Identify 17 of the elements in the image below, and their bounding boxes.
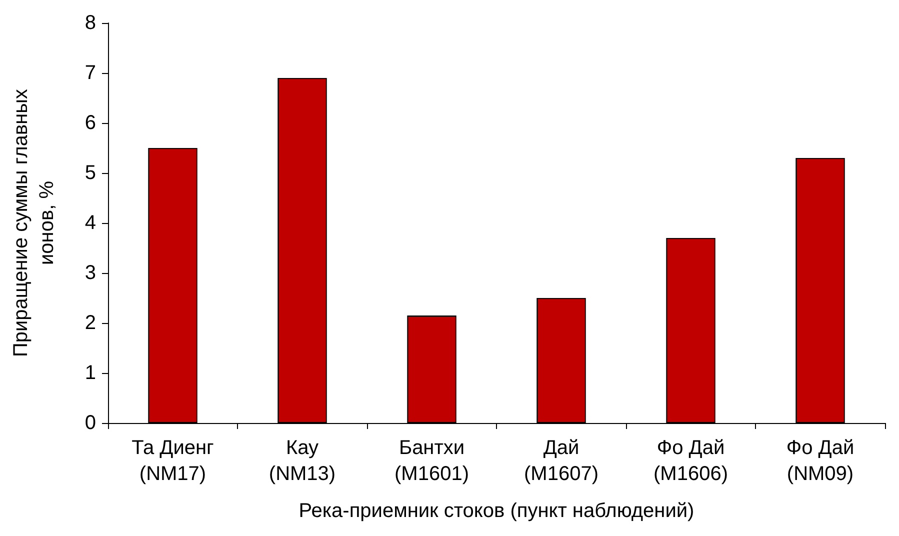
x-tick-label: Та Диенг (NM17)	[132, 437, 214, 485]
y-tick-label: 0	[84, 412, 96, 434]
x-tick-label: Бантхи (M1601)	[394, 437, 469, 485]
y-axis-title: Приращение суммы главных ионов, %	[10, 88, 58, 358]
x-tick-label: Кау (NM13)	[268, 437, 336, 485]
x-tick-label: Фо Дай (M1606)	[654, 437, 728, 485]
y-tick-label: 7	[84, 62, 96, 84]
y-tick-label: 8	[84, 12, 96, 34]
x-axis-title: Река-приемник стоков (пункт наблюдений)	[298, 500, 694, 522]
y-tick-label: 4	[84, 212, 96, 234]
y-tick-label: 6	[84, 112, 96, 134]
y-tick-label: 5	[84, 162, 96, 184]
x-tick-label: Фо Дай (NM09)	[786, 437, 854, 485]
y-tick-label: 3	[84, 262, 96, 284]
y-tick-label: 2	[84, 312, 96, 334]
x-tick-label: Дай (M1607)	[524, 437, 598, 485]
y-tick-label: 1	[84, 362, 96, 384]
